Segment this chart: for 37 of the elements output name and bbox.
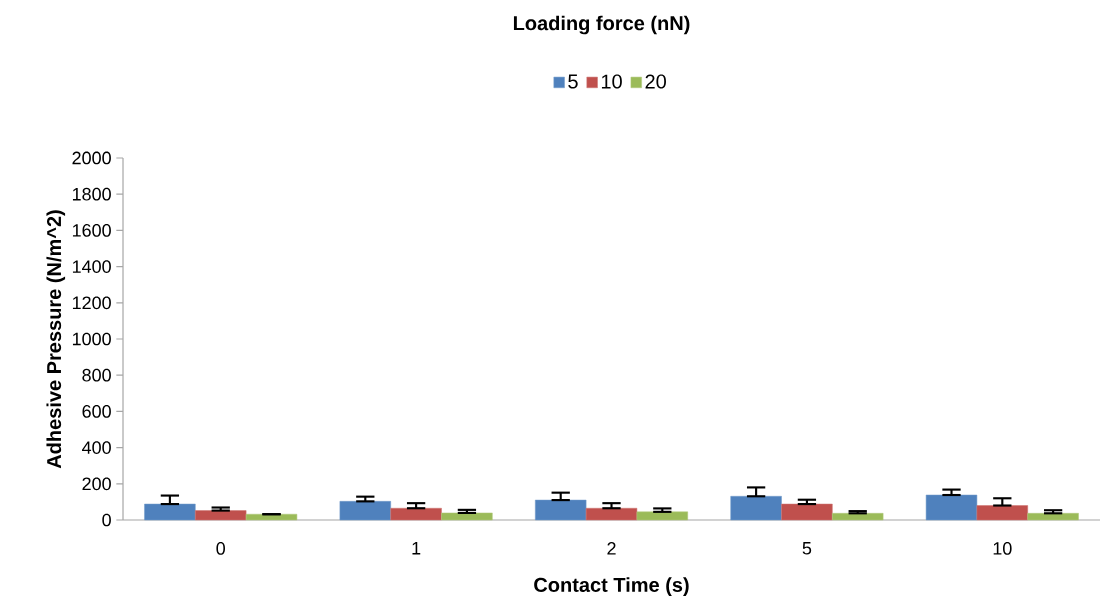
x-tick-label: 2: [607, 542, 616, 555]
legend-label: 5: [568, 74, 578, 89]
bar: [925, 494, 978, 521]
bar: [976, 505, 1028, 521]
legend-label: 10: [601, 74, 622, 89]
y-tick-label: 1400: [72, 260, 111, 273]
bar: [832, 513, 884, 521]
bar: [339, 501, 391, 521]
y-tick-label: 800: [82, 368, 111, 382]
legend-label: 20: [645, 74, 666, 89]
x-axis-title: Contact Time (s): [534, 577, 689, 596]
bar: [1027, 513, 1079, 521]
y-tick-label: 0: [102, 513, 111, 527]
y-tick-label: 1200: [72, 296, 111, 310]
bar: [535, 499, 587, 521]
bar: [730, 496, 782, 521]
y-tick-label: 2000: [72, 151, 111, 165]
bar: [781, 503, 833, 521]
bar: [245, 513, 298, 521]
x-tick-label: 1: [412, 542, 421, 555]
bar: [585, 507, 638, 521]
y-tick-label: 1600: [72, 224, 111, 237]
bar: [144, 503, 196, 521]
y-tick-label: 600: [82, 405, 111, 418]
bar: [195, 510, 247, 521]
bar: [636, 511, 688, 521]
y-tick-label: 400: [82, 441, 111, 454]
bar: [441, 512, 493, 521]
y-tick-label: 1800: [72, 187, 111, 201]
x-tick-label: 5: [802, 542, 812, 555]
bar: [390, 507, 442, 521]
y-tick-label: 200: [82, 477, 111, 491]
legend-title: Loading force (nN): [513, 15, 690, 35]
x-tick-label: 0: [216, 542, 225, 555]
x-tick-label: 10: [993, 542, 1012, 555]
y-axis-title: Adhesive Pressure (N/m^2): [46, 210, 66, 469]
y-tick-label: 1000: [72, 332, 111, 346]
